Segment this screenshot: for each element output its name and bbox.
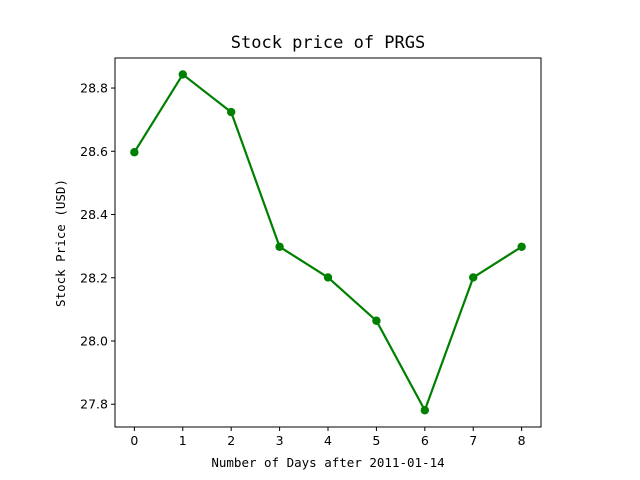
y-tick-label: 27.8 xyxy=(80,397,108,412)
data-point xyxy=(226,107,236,117)
x-tick-label: 7 xyxy=(469,433,477,448)
data-point xyxy=(420,406,430,415)
x-tick-label: 3 xyxy=(276,433,284,448)
y-tick-label: 28.4 xyxy=(80,207,108,222)
plot-area: 0 1 2 3 4 5 6 7 8 27.8 28.0 28.2 28.4 28.6 28.8 xyxy=(80,57,542,448)
data-point xyxy=(517,242,526,251)
data-point xyxy=(275,242,284,251)
x-tick-label: 5 xyxy=(372,433,380,448)
y-tick-label: 28.0 xyxy=(80,333,108,348)
data-point xyxy=(372,316,381,325)
series-layer xyxy=(130,70,526,415)
x-tick-label: 8 xyxy=(518,433,526,448)
y-tick-label: 28.6 xyxy=(80,144,108,159)
x-axis: 0 1 2 3 4 5 6 7 8 xyxy=(130,427,526,448)
x-tick-label: 0 xyxy=(130,433,138,448)
x-tick-label: 2 xyxy=(227,433,235,448)
series-line xyxy=(133,73,523,412)
plot-frame xyxy=(114,57,542,428)
data-point xyxy=(130,148,139,157)
y-tick-label: 28.8 xyxy=(80,81,108,96)
data-point xyxy=(323,273,333,282)
x-axis-label: Number of Days after 2011-01-14 xyxy=(211,455,444,470)
chart-title: Stock price of PRGS xyxy=(231,33,425,53)
data-point xyxy=(178,70,187,79)
x-tick-label: 6 xyxy=(421,433,429,448)
x-tick-label: 4 xyxy=(324,433,332,448)
y-axis-label: Stock Price (USD) xyxy=(53,179,68,307)
x-tick-label: 1 xyxy=(179,433,187,448)
y-axis: 27.8 28.0 28.2 28.4 28.6 28.8 xyxy=(80,81,115,412)
y-tick-label: 28.2 xyxy=(80,270,108,285)
data-point xyxy=(469,273,478,282)
